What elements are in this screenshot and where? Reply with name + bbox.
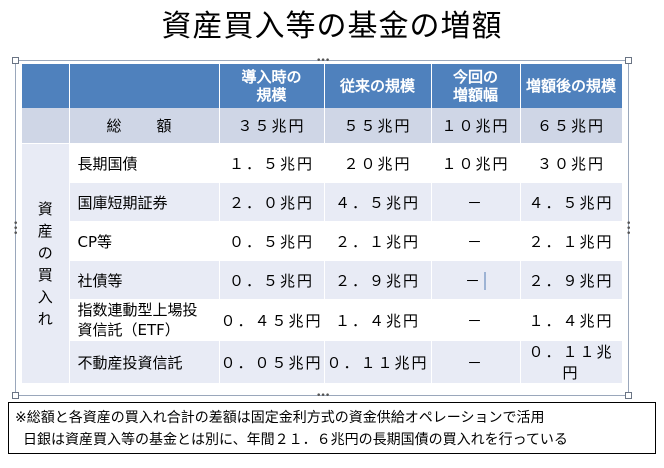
cell-increase: － [431, 221, 521, 261]
cell-increase: － [431, 340, 521, 383]
selection-handle-bottom-center[interactable]: ••• [316, 391, 330, 401]
selection-handle-bottom-right[interactable] [625, 392, 632, 399]
row-label: CP等 [69, 221, 220, 261]
total-blank [22, 108, 70, 144]
selection-handle-right-center[interactable]: • • • [626, 219, 631, 239]
selection-handle-bottom-left[interactable] [12, 392, 19, 399]
text-cursor [484, 272, 486, 290]
total-after: ６５兆円 [520, 108, 623, 144]
cell-intro: ０．５兆円 [219, 221, 325, 261]
header-after-scale: 増額後の規模 [520, 64, 623, 108]
cell-increase-with-cursor[interactable]: － [431, 260, 521, 300]
cell-previous: ２．１兆円 [324, 221, 432, 261]
cell-previous: ０．１１兆円 [324, 340, 432, 383]
table-row: CP等 ０．５兆円 ２．１兆円 － ２．１兆円 [22, 221, 623, 261]
footnote-line-2: 日銀は資産買入等の基金とは別に、年間２１．６兆円の長期国債の買入れを行っている [23, 432, 568, 448]
table-row: 指数連動型上場投 資信託（ETF） ０．４５兆円 １．４兆円 － １．４兆円 [22, 299, 623, 341]
row-label: 長期国債 [69, 143, 220, 183]
page-title: 資産買入等の基金の増額 [161, 9, 503, 44]
row-label: 社債等 [69, 260, 220, 300]
selection-handle-top-left[interactable] [12, 57, 19, 64]
cell-previous: １．４兆円 [324, 299, 432, 341]
total-intro: ３５兆円 [219, 108, 325, 144]
total-increase: １０兆円 [431, 108, 521, 144]
cell-previous: ２．９兆円 [324, 260, 432, 300]
cell-after: ２．１兆円 [520, 221, 623, 261]
cell-intro: ０．４５兆円 [219, 299, 325, 341]
cell-after: ０．１１兆円 [520, 340, 623, 383]
side-label-asset-purchase: 資 産 の 買 入 れ [22, 143, 70, 383]
table-row: 国庫短期証券 ２．０兆円 ４．５兆円 － ４．５兆円 [22, 182, 623, 222]
header-previous-scale: 従来の規模 [324, 64, 432, 108]
cell-intro: ２．０兆円 [219, 182, 325, 222]
table-selection-frame[interactable] [15, 60, 629, 396]
cell-intro: ０．５兆円 [219, 260, 325, 300]
cell-after: ３０兆円 [520, 143, 623, 183]
cell-after: １．４兆円 [520, 299, 623, 341]
cell-previous: ２０兆円 [324, 143, 432, 183]
cell-after: ２．９兆円 [520, 260, 623, 300]
selection-handle-top-right[interactable] [625, 57, 632, 64]
cell-increase: － [431, 299, 521, 341]
table-row: 資 産 の 買 入 れ 長期国債 １．５兆円 ２０兆円 １０兆円 ３０兆円 [22, 143, 623, 383]
header-blank-1 [22, 64, 70, 108]
row-label: 国庫短期証券 [69, 182, 220, 222]
table-header-row: 導入時の 規模 従来の規模 今回の 増額幅 増額後の規模 [22, 64, 623, 108]
total-row: 総 額 ３５兆円 ５５兆円 １０兆円 ６５兆円 [22, 108, 623, 144]
cell-intro: ０．０５兆円 [219, 340, 325, 383]
selection-handle-top-center[interactable]: ••• [316, 56, 330, 66]
cell-increase: １０兆円 [431, 143, 521, 183]
row-label: 指数連動型上場投 資信託（ETF） [69, 299, 220, 341]
footnote-line-1: ※総額と各資産の買入れ合計の差額は固定金利方式の資金供給オペレーションで活用 [15, 410, 545, 426]
row-label: 不動産投資信託 [69, 340, 220, 383]
cell-increase: － [431, 182, 521, 222]
header-intro-scale: 導入時の 規模 [219, 64, 325, 108]
footnote-box: ※総額と各資産の買入れ合計の差額は固定金利方式の資金供給オペレーションで活用 日… [8, 402, 656, 454]
table-row: 社債等 ０．５兆円 ２．９兆円 － ２．９兆円 [22, 260, 623, 300]
cell-after: ４．５兆円 [520, 182, 623, 222]
header-blank-2 [69, 64, 220, 108]
selection-handle-left-center[interactable]: • • • [13, 219, 18, 239]
cell-intro: １．５兆円 [219, 143, 325, 183]
total-previous: ５５兆円 [324, 108, 432, 144]
header-increase: 今回の 増額幅 [431, 64, 521, 108]
table-row: 不動産投資信託 ０．０５兆円 ０．１１兆円 － ０．１１兆円 [22, 340, 623, 383]
total-label: 総 額 [69, 108, 220, 144]
fund-table: 導入時の 規模 従来の規模 今回の 増額幅 増額後の規模 総 額 ３５兆円 ５５… [22, 64, 623, 383]
cell-increase: － [464, 271, 482, 290]
cell-previous: ４．５兆円 [324, 182, 432, 222]
